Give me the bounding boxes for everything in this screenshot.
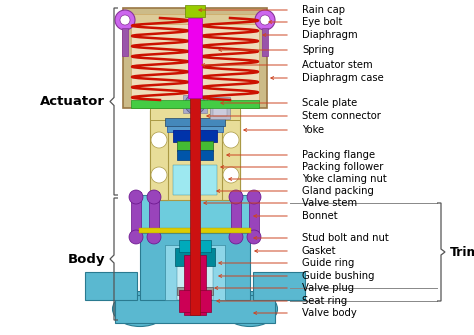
Bar [173,130,217,142]
Bar [123,8,267,108]
Bar [149,192,159,240]
Text: Rain cap: Rain cap [302,5,345,15]
Text: Eye bolt: Eye bolt [302,17,342,27]
Circle shape [229,230,243,244]
Text: Stud bolt and nut: Stud bolt and nut [302,233,389,243]
Circle shape [151,132,167,148]
Bar [179,240,211,252]
Bar [213,100,227,116]
Text: Packing flange: Packing flange [302,150,375,160]
Bar [177,287,213,295]
Circle shape [147,190,161,204]
Bar [150,110,168,200]
Bar [177,260,213,300]
Ellipse shape [112,291,167,327]
Circle shape [129,230,143,244]
Bar [150,108,240,120]
Bar [177,141,213,151]
Text: Actuator stem: Actuator stem [302,60,373,70]
Circle shape [247,230,261,244]
Bar [139,228,251,233]
Text: Spring: Spring [302,45,334,55]
Text: Yoke claming nut: Yoke claming nut [302,174,387,184]
Bar [131,14,259,24]
Text: Diaphragm: Diaphragm [302,30,357,40]
Bar [160,155,230,200]
Bar [85,272,137,300]
Bar [131,14,259,102]
Circle shape [147,230,161,244]
Circle shape [223,132,239,148]
Bar [175,248,215,266]
Bar [185,5,205,17]
Text: Actuator: Actuator [40,95,105,108]
Bar [179,290,211,312]
Circle shape [247,190,261,204]
Circle shape [255,10,275,30]
Circle shape [260,15,270,25]
Bar [190,80,200,315]
Bar [188,18,202,98]
Text: Trim: Trim [450,246,474,259]
Bar [177,150,213,160]
Text: Bonnet: Bonnet [302,211,337,221]
Bar [165,118,225,126]
Text: Stem connector: Stem connector [302,111,381,121]
Circle shape [129,190,143,204]
Bar [131,192,141,240]
Circle shape [223,167,239,183]
Text: Yoke: Yoke [302,125,324,135]
Bar [262,28,268,56]
Text: Seat ring: Seat ring [302,296,347,306]
Bar [167,122,223,132]
Circle shape [115,10,135,30]
Bar [115,295,275,323]
Bar [131,100,259,108]
Bar [122,28,128,56]
Bar [184,255,206,315]
Bar [222,110,240,200]
Circle shape [229,190,243,204]
Bar [140,230,250,300]
Bar [173,165,217,195]
Text: Guide bushing: Guide bushing [302,271,374,281]
Bar [210,97,230,119]
Text: Valve body: Valve body [302,308,357,318]
Bar [249,192,259,240]
Text: Guide ring: Guide ring [302,258,355,268]
Bar [253,272,305,300]
Circle shape [120,15,130,25]
Bar [165,245,225,300]
Bar [183,95,207,113]
Circle shape [185,94,205,114]
Text: Valve plug: Valve plug [302,283,354,293]
Text: Body: Body [67,253,105,266]
Text: Gasket: Gasket [302,246,337,256]
Text: Diaphragm case: Diaphragm case [302,73,384,83]
Circle shape [151,167,167,183]
Text: Packing follower: Packing follower [302,162,383,172]
Bar [139,195,251,233]
Bar [231,192,241,240]
Bar [150,110,240,200]
Ellipse shape [222,291,277,327]
Text: Valve stem: Valve stem [302,198,357,208]
Text: Scale plate: Scale plate [302,98,357,108]
Text: Gland packing: Gland packing [302,186,374,196]
